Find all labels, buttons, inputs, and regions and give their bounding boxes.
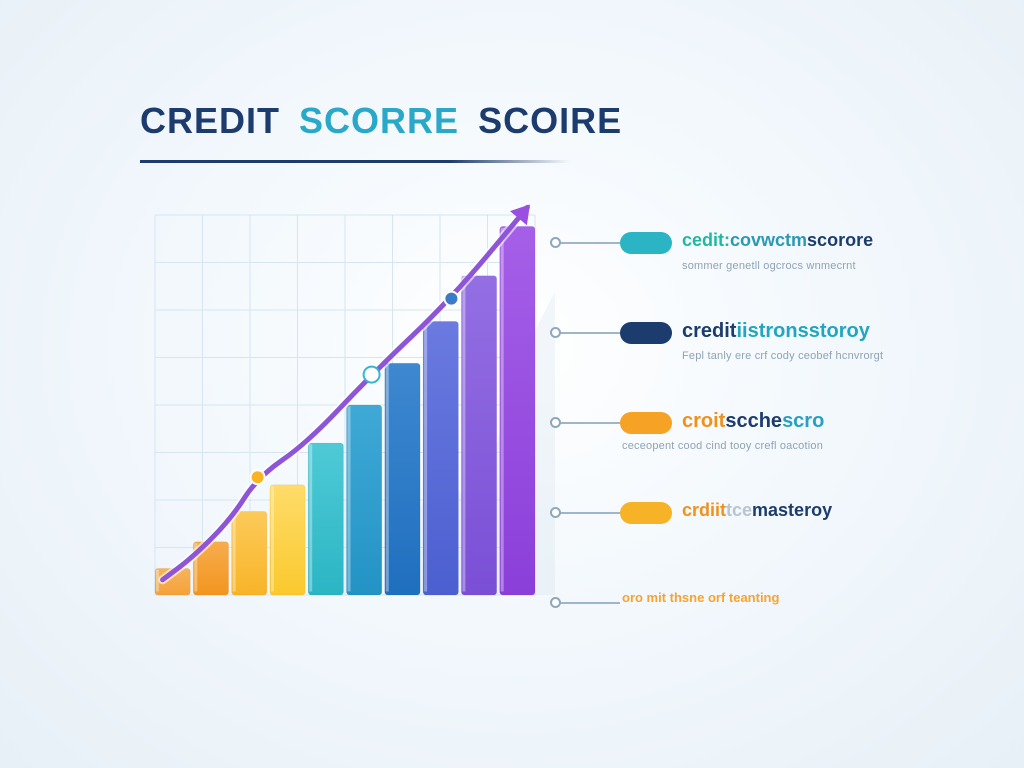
bar-highlight — [501, 228, 503, 591]
legend-item: croit scche scro ceceopent cood cind tooy… — [600, 410, 980, 500]
bar — [347, 405, 382, 595]
legend-pill-icon — [620, 502, 672, 524]
bar-highlight — [386, 365, 388, 591]
legend-title-part: covwctm — [730, 230, 807, 251]
bar — [385, 363, 420, 595]
legend-subtext: Fepl tanly ere crf cody ceobef hcnvrorgt — [682, 350, 883, 362]
legend-title: croit scche scro — [682, 410, 824, 433]
legend-node-icon — [550, 417, 561, 428]
title-word-2: SCORRE — [299, 100, 459, 142]
credit-score-chart — [135, 195, 555, 625]
legend-title: cedit: covwctm scorore — [682, 230, 873, 251]
legend-title-part: scorore — [807, 230, 873, 251]
legend-title: crdiittce masteroy — [682, 500, 832, 521]
trend-marker — [444, 292, 458, 306]
bar — [308, 443, 343, 595]
legend-node-icon — [550, 597, 561, 608]
legend-pill-icon — [620, 232, 672, 254]
legend-connector — [555, 332, 620, 334]
legend-connector — [555, 512, 620, 514]
bar-highlight — [233, 513, 235, 591]
legend-title-part: tce — [726, 500, 752, 521]
bar — [232, 511, 267, 595]
legend-title-part: croit — [682, 410, 725, 433]
trend-marker — [251, 470, 265, 484]
bar — [461, 276, 496, 595]
legend-item: crdiittce masteroy — [600, 500, 980, 590]
legend-item: oro mit thsne orf teanting — [600, 590, 980, 680]
bar-highlight — [463, 278, 465, 591]
title-word-3: SCOIRE — [478, 100, 622, 142]
legend-node-icon — [550, 237, 561, 248]
legend-subtext: sommer genetll ogcrocs wnmecrnt — [682, 260, 856, 272]
bar — [500, 226, 535, 595]
legend-title-part: crdiit — [682, 500, 726, 521]
legend-title-part: oro mit thsne orf teanting — [622, 590, 779, 605]
legend-title-part: credit — [682, 320, 736, 343]
bar-highlight — [348, 407, 350, 591]
chart-svg — [135, 195, 555, 625]
title-word-1: CREDIT — [140, 100, 280, 142]
legend-connector — [555, 242, 620, 244]
bar-highlight — [310, 445, 312, 591]
bar-highlight — [271, 487, 273, 591]
bar-highlight — [425, 323, 427, 591]
legend-item: cedit: covwctm scorore sommer genetll ogc… — [600, 230, 980, 320]
legend-subtext: ceceopent cood cind tooy crefl oacotion — [622, 440, 823, 452]
bar — [270, 485, 305, 595]
legend-connector — [555, 422, 620, 424]
legend-title-part: masteroy — [752, 500, 832, 521]
legend-title-part: scche — [725, 410, 782, 433]
legend: cedit: covwctm scorore sommer genetll ogc… — [600, 230, 980, 680]
legend-item: credit iistronsstoroy Fepl tanly ere crf … — [600, 320, 980, 410]
legend-pill-icon — [620, 412, 672, 434]
legend-title: oro mit thsne orf teanting — [622, 590, 779, 605]
bar — [423, 321, 458, 595]
legend-title-part: cedit: — [682, 230, 730, 251]
legend-title-part: iistronsstoroy — [736, 320, 869, 343]
legend-connector — [555, 602, 620, 604]
legend-title-part: scro — [782, 410, 824, 433]
legend-title: credit iistronsstoroy — [682, 320, 870, 343]
page-title: CREDIT SCORRE SCOIRE — [140, 100, 630, 142]
title-underline — [140, 160, 570, 163]
legend-pill-icon — [620, 322, 672, 344]
legend-node-icon — [550, 507, 561, 518]
legend-node-icon — [550, 327, 561, 338]
trend-marker — [364, 367, 380, 383]
